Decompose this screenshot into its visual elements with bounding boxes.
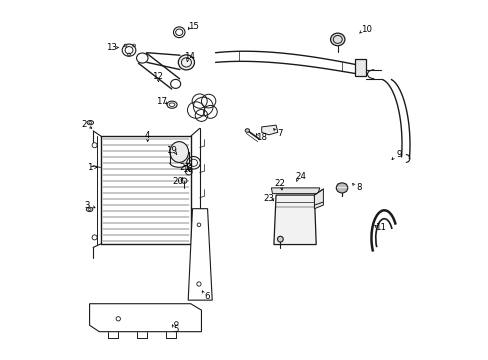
Text: 2: 2 xyxy=(81,120,86,129)
Text: 14: 14 xyxy=(184,52,195,61)
Ellipse shape xyxy=(330,33,344,46)
Text: 16: 16 xyxy=(182,165,193,174)
Polygon shape xyxy=(271,188,319,194)
Text: 6: 6 xyxy=(203,292,209,301)
Text: 3: 3 xyxy=(84,201,89,210)
Text: 7: 7 xyxy=(277,129,283,138)
Text: 24: 24 xyxy=(295,172,306,181)
Text: 1: 1 xyxy=(87,163,92,172)
Text: 15: 15 xyxy=(188,22,199,31)
Text: 17: 17 xyxy=(156,97,166,106)
Text: 18: 18 xyxy=(256,133,266,142)
Text: 8: 8 xyxy=(356,183,361,192)
Polygon shape xyxy=(89,304,201,332)
Polygon shape xyxy=(188,209,212,300)
Text: 20: 20 xyxy=(172,177,183,186)
Text: 19: 19 xyxy=(165,146,176,155)
Ellipse shape xyxy=(244,129,249,132)
Ellipse shape xyxy=(277,236,283,242)
Text: 5: 5 xyxy=(173,325,179,334)
Text: 12: 12 xyxy=(152,72,163,81)
Text: 22: 22 xyxy=(274,179,285,188)
Text: 13: 13 xyxy=(105,43,116,52)
Text: 10: 10 xyxy=(360,25,371,34)
Polygon shape xyxy=(261,125,277,135)
Text: 9: 9 xyxy=(395,150,401,159)
Bar xyxy=(354,59,366,76)
Ellipse shape xyxy=(169,141,188,162)
Ellipse shape xyxy=(178,55,194,70)
Text: 11: 11 xyxy=(374,223,386,232)
Text: 23: 23 xyxy=(263,194,274,203)
Text: 4: 4 xyxy=(144,131,150,140)
Polygon shape xyxy=(314,189,323,209)
Text: 21: 21 xyxy=(180,163,190,172)
Polygon shape xyxy=(273,195,316,244)
Ellipse shape xyxy=(336,183,347,193)
